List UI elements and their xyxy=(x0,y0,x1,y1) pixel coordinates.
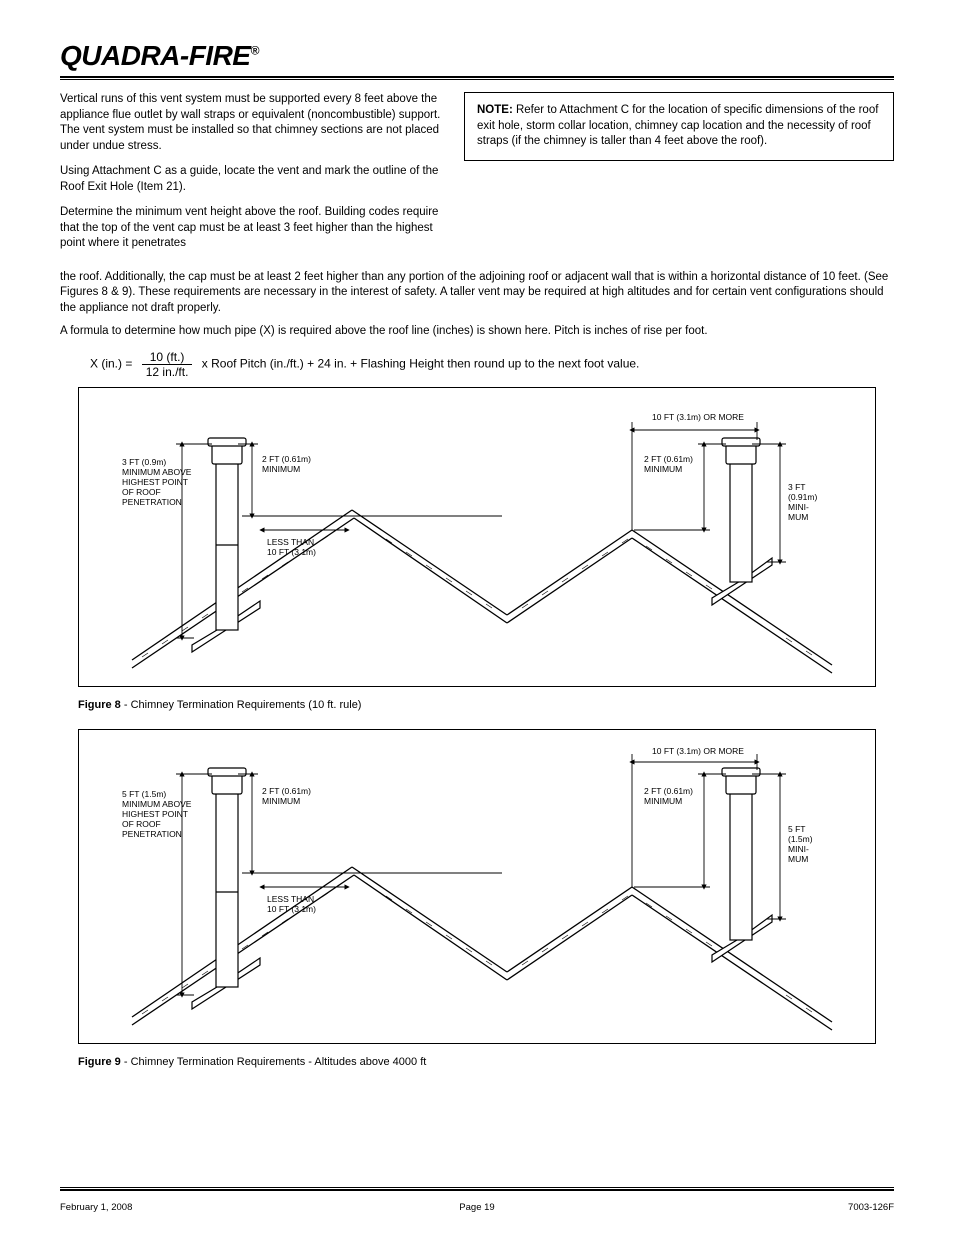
fig9-right-right-2: (1.5m) xyxy=(788,834,813,844)
fig9-right-left-2: MINIMUM xyxy=(644,796,682,806)
fig8-left-min-1: 2 FT (0.61m) xyxy=(262,454,311,464)
fig9-left-min-2: MINIMUM xyxy=(262,796,300,806)
fig9-left-top-4: OF ROOF xyxy=(122,819,161,829)
figure-8-box: 3 FT (0.9m) MINIMUM ABOVE HIGHEST POINT … xyxy=(78,387,876,687)
fig8-cap-text: Chimney Termination Requirements (10 ft.… xyxy=(131,699,362,711)
brand-text: QUADRA-FIRE xyxy=(60,40,251,71)
figure-9-caption: Figure 9 - Chimney Termination Requireme… xyxy=(78,1056,876,1068)
fig8-left-top-3: HIGHEST POINT xyxy=(122,477,188,487)
fig9-right-top: 10 FT (3.1m) OR MORE xyxy=(652,746,744,756)
note-label: NOTE: xyxy=(477,104,513,116)
fig8-left-top-2: MINIMUM ABOVE xyxy=(122,467,192,477)
intro-column: Vertical runs of this vent system must b… xyxy=(60,92,446,262)
intro-p3-cont: the roof. Additionally, the cap must be … xyxy=(60,270,894,317)
figure-9-box: 5 FT (1.5m) MINIMUM ABOVE HIGHEST POINT … xyxy=(78,729,876,1044)
formula-times: x Roof Pitch (in./ft.) + 24 in. + Flashi… xyxy=(202,356,444,370)
intro-p1: Vertical runs of this vent system must b… xyxy=(60,92,446,154)
fig8-left-min-2: MINIMUM xyxy=(262,464,300,474)
footer: February 1, 2008 Page 19 7003-126F xyxy=(60,1202,894,1213)
formula-then: then round up to the next foot value. xyxy=(447,356,639,370)
formula-den: 12 in./ft. xyxy=(142,364,193,379)
fig9-right-right-4: MUM xyxy=(788,854,808,864)
figure-9-svg: 5 FT (1.5m) MINIMUM ABOVE HIGHEST POINT … xyxy=(95,742,859,1032)
brand-logo: QUADRA-FIRE® xyxy=(60,40,894,72)
footer-page: Page 19 xyxy=(459,1202,494,1213)
fig8-right-right-1: 3 FT xyxy=(788,482,805,492)
formula: X (in.) = 10 (ft.) 12 in./ft. x Roof Pit… xyxy=(90,350,894,379)
note-text: Refer to Attachment C for the location o… xyxy=(477,104,878,147)
formula-lhs: X (in.) xyxy=(90,356,122,370)
formula-fraction: 10 (ft.) 12 in./ft. xyxy=(142,350,193,379)
note-box: NOTE: Refer to Attachment C for the loca… xyxy=(464,92,894,161)
fig9-right-right-1: 5 FT xyxy=(788,824,805,834)
fig9-right-left-1: 2 FT (0.61m) xyxy=(644,786,693,796)
footer-docnum: 7003-126F xyxy=(848,1202,894,1213)
fig8-right-right-2: (0.91m) xyxy=(788,492,817,502)
fig9-left-below-2: 10 FT (3.1m) xyxy=(267,904,316,914)
intro-p3-start: Determine the minimum vent height above … xyxy=(60,205,446,252)
fig9-left-below-1: LESS THAN xyxy=(267,894,314,904)
figure-8-svg: 3 FT (0.9m) MINIMUM ABOVE HIGHEST POINT … xyxy=(95,400,859,675)
footer-rule xyxy=(60,1187,894,1191)
fig9-left-top-3: HIGHEST POINT xyxy=(122,809,188,819)
fig9-left-top-5: PENETRATION xyxy=(122,829,182,839)
header-rule xyxy=(60,76,894,80)
registered-mark: ® xyxy=(251,44,259,58)
fig8-right-left-2: MINIMUM xyxy=(644,464,682,474)
fig8-left-below-1: LESS THAN xyxy=(267,537,314,547)
fig9-left-top-2: MINIMUM ABOVE xyxy=(122,799,192,809)
fig8-left-top-1: 3 FT (0.9m) xyxy=(122,457,166,467)
formula-num: 10 (ft.) xyxy=(142,350,193,364)
intro-p4: A formula to determine how much pipe (X)… xyxy=(60,324,894,340)
footer-date: February 1, 2008 xyxy=(60,1202,132,1213)
formula-eq: = xyxy=(125,356,132,370)
fig8-right-left-1: 2 FT (0.61m) xyxy=(644,454,693,464)
fig9-left-top-1: 5 FT (1.5m) xyxy=(122,789,166,799)
fig8-right-right-3: MINI- xyxy=(788,502,809,512)
fig8-left-top-5: PENETRATION xyxy=(122,497,182,507)
fig9-left-min-1: 2 FT (0.61m) xyxy=(262,786,311,796)
figure-8-caption: Figure 8 - Chimney Termination Requireme… xyxy=(78,699,876,711)
intro-p2: Using Attachment C as a guide, locate th… xyxy=(60,164,446,195)
fig8-right-right-4: MUM xyxy=(788,512,808,522)
fig9-cap-text: Chimney Termination Requirements - Altit… xyxy=(131,1056,427,1068)
fig8-right-top: 10 FT (3.1m) OR MORE xyxy=(652,412,744,422)
fig8-left-top-4: OF ROOF xyxy=(122,487,161,497)
fig8-left-below-2: 10 FT (3.1m) xyxy=(267,547,316,557)
fig9-right-right-3: MINI- xyxy=(788,844,809,854)
